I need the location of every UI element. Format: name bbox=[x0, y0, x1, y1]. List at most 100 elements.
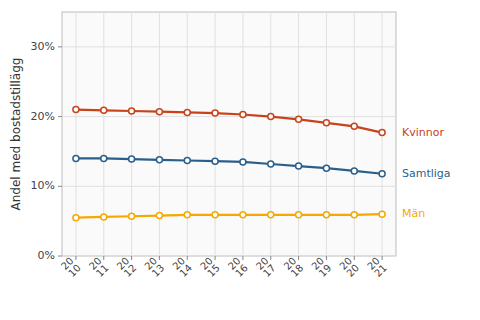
x-tick bbox=[103, 256, 104, 260]
x-tick bbox=[326, 256, 327, 260]
series-marker bbox=[268, 161, 274, 167]
x-tick bbox=[159, 256, 160, 260]
series-marker bbox=[296, 163, 302, 169]
series-marker bbox=[379, 130, 385, 136]
y-axis-label: Andel med bostadstillägg bbox=[9, 58, 23, 211]
series-marker bbox=[73, 107, 79, 113]
y-tick-label: 30% bbox=[31, 40, 55, 53]
end-labels: Kvinnor Samtliga Män bbox=[402, 126, 451, 221]
x-grid-line bbox=[354, 12, 355, 256]
y-tick-label: 10% bbox=[31, 179, 55, 192]
series-label: Samtliga bbox=[402, 167, 451, 180]
x-tick-label-line: 20 bbox=[344, 262, 361, 279]
x-grid-line bbox=[187, 12, 188, 256]
x-grid-line bbox=[326, 12, 327, 256]
x-tick-label: 2014 bbox=[170, 255, 194, 279]
series-marker bbox=[212, 110, 218, 116]
x-tick-label-line: 15 bbox=[205, 262, 222, 279]
series-area bbox=[73, 107, 385, 221]
y-tick-label: 0% bbox=[38, 249, 55, 262]
x-tick-label: 2017 bbox=[254, 255, 278, 279]
series-line bbox=[76, 110, 382, 133]
grid bbox=[62, 12, 396, 256]
series-marker bbox=[323, 212, 329, 218]
series-marker bbox=[156, 213, 162, 219]
series-marker bbox=[184, 212, 190, 218]
series-marker bbox=[240, 159, 246, 165]
y-grid-line bbox=[62, 116, 396, 117]
chart: 0%10%20%30%20102011201220132014201520162… bbox=[0, 0, 480, 320]
y-tick-label: 20% bbox=[31, 110, 55, 123]
x-tick-label: 2019 bbox=[309, 255, 333, 279]
y-tick bbox=[58, 186, 62, 187]
series-marker bbox=[129, 213, 135, 219]
series-marker bbox=[351, 123, 357, 129]
series-line bbox=[76, 158, 382, 173]
x-tick-label: 2011 bbox=[87, 255, 111, 279]
series-label: Män bbox=[402, 207, 425, 220]
x-tick-label-line: 14 bbox=[177, 262, 194, 279]
x-tick bbox=[131, 256, 132, 260]
x-tick-label: 2018 bbox=[282, 255, 306, 279]
x-grid-line bbox=[270, 12, 271, 256]
ticks: 0%10%20%30%20102011201220132014201520162… bbox=[31, 40, 389, 279]
x-tick-label-line: 13 bbox=[150, 262, 167, 279]
series-marker bbox=[379, 171, 385, 177]
x-tick-label: 2020 bbox=[337, 255, 361, 279]
x-tick-label: 2016 bbox=[226, 255, 250, 279]
series-marker bbox=[351, 212, 357, 218]
series-marker bbox=[268, 114, 274, 120]
series-marker bbox=[129, 108, 135, 114]
x-tick-label-line: 17 bbox=[261, 262, 278, 279]
x-tick-label: 2010 bbox=[59, 255, 83, 279]
series-marker bbox=[101, 107, 107, 113]
x-tick-label-line: 21 bbox=[372, 262, 389, 279]
x-tick-label-line: 11 bbox=[94, 262, 111, 279]
y-tick bbox=[58, 256, 62, 257]
x-tick bbox=[354, 256, 355, 260]
x-tick-label-line: 16 bbox=[233, 262, 250, 279]
series-marker bbox=[351, 168, 357, 174]
x-tick bbox=[187, 256, 188, 260]
series-marker bbox=[323, 165, 329, 171]
series-marker bbox=[184, 109, 190, 115]
x-tick bbox=[75, 256, 76, 260]
series-marker bbox=[73, 155, 79, 161]
series-line bbox=[76, 214, 382, 217]
series-marker bbox=[101, 155, 107, 161]
x-grid-line bbox=[215, 12, 216, 256]
x-grid-line bbox=[298, 12, 299, 256]
y-grid-line bbox=[62, 46, 396, 47]
x-tick bbox=[382, 256, 383, 260]
y-tick bbox=[58, 46, 62, 47]
series-marker bbox=[129, 156, 135, 162]
x-tick bbox=[215, 256, 216, 260]
plot-frame bbox=[62, 12, 396, 256]
series-label: Kvinnor bbox=[402, 126, 444, 139]
x-tick-label-line: 19 bbox=[317, 262, 334, 279]
series-marker bbox=[268, 212, 274, 218]
x-tick-label-line: 10 bbox=[66, 262, 83, 279]
x-tick-label: 2012 bbox=[115, 255, 139, 279]
y-tick bbox=[58, 116, 62, 117]
x-tick bbox=[242, 256, 243, 260]
x-tick-label: 2015 bbox=[198, 255, 222, 279]
series-marker bbox=[240, 212, 246, 218]
x-tick-label-line: 12 bbox=[122, 262, 139, 279]
series-marker bbox=[323, 120, 329, 126]
series-marker bbox=[379, 211, 385, 217]
x-tick-label: 2021 bbox=[365, 255, 389, 279]
series-marker bbox=[212, 212, 218, 218]
series-marker bbox=[296, 116, 302, 122]
series-marker bbox=[73, 215, 79, 221]
series-marker bbox=[156, 109, 162, 115]
series-marker bbox=[156, 157, 162, 163]
y-grid-line bbox=[62, 186, 396, 187]
x-tick-label: 2013 bbox=[142, 255, 166, 279]
series-marker bbox=[184, 157, 190, 163]
x-tick bbox=[298, 256, 299, 260]
series-marker bbox=[240, 111, 246, 117]
series-marker bbox=[212, 158, 218, 164]
x-tick bbox=[270, 256, 271, 260]
x-grid-line bbox=[159, 12, 160, 256]
